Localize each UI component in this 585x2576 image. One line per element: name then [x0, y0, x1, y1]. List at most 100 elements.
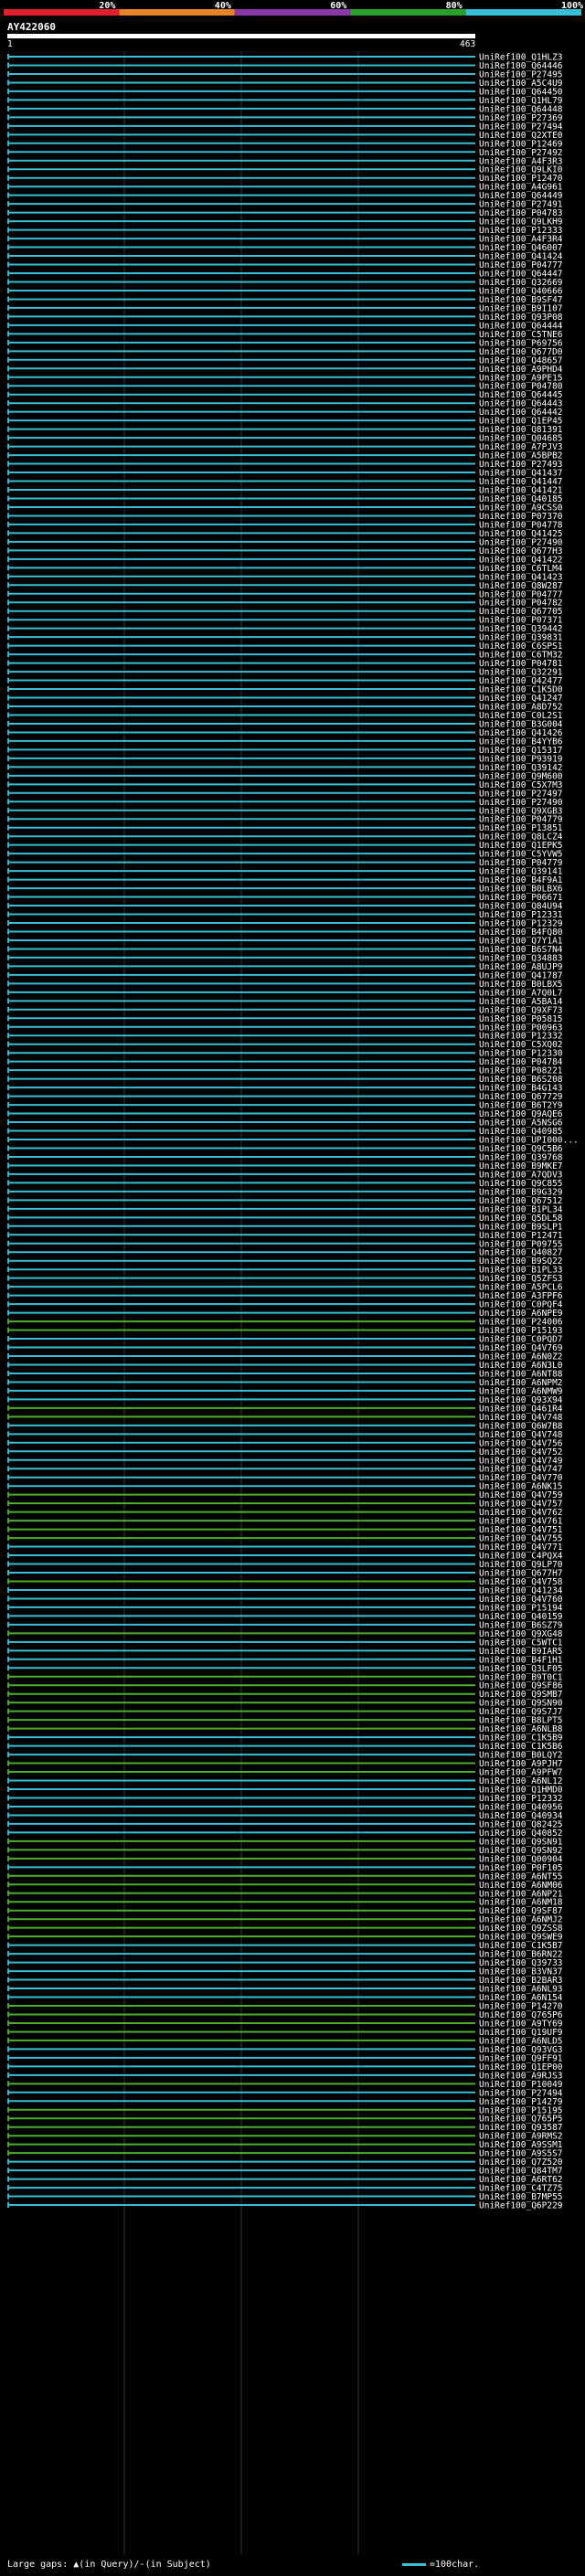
hit-label[interactable]: UniRef100_A9PHD4 [479, 365, 563, 375]
hit-row[interactable]: UniRef100_Q5ZFS3 [7, 1274, 563, 1284]
hit-label[interactable]: UniRef100_B9I107 [479, 303, 563, 313]
hit-row[interactable]: UniRef100_A6N0Z2 [7, 1352, 563, 1362]
hit-label[interactable]: UniRef100_Q93X94 [479, 1395, 563, 1405]
hit-row[interactable]: UniRef100_A4G961 [7, 183, 563, 193]
hit-row[interactable]: UniRef100_Q64447 [7, 270, 563, 280]
hit-label[interactable]: UniRef100_Q9ZSS8 [479, 1924, 563, 1934]
hit-label[interactable]: UniRef100_C4PQX4 [479, 1552, 563, 1562]
hit-label[interactable]: UniRef100_Q6W7B8 [479, 1421, 563, 1431]
hit-row[interactable]: UniRef100_A9RJS3 [7, 2071, 563, 2081]
hit-label[interactable]: UniRef100_Q677D0 [479, 347, 563, 357]
hit-label[interactable]: UniRef100_P09755 [479, 1239, 563, 1249]
hit-label[interactable]: UniRef100_Q7Y1A1 [479, 936, 563, 946]
hit-label[interactable]: UniRef100_B4FQ80 [479, 928, 563, 938]
hit-label[interactable]: UniRef100_P27494 [479, 2088, 563, 2098]
hit-row[interactable]: UniRef100_B9IAR5 [7, 1647, 563, 1657]
hit-row[interactable]: UniRef100_B6T2Y9 [7, 1101, 563, 1111]
hit-row[interactable]: UniRef100_Q9SWE9 [7, 1933, 563, 1943]
hit-row[interactable]: UniRef100_Q9SMB7 [7, 1690, 563, 1700]
hit-row[interactable]: UniRef100_Q4V755 [7, 1534, 563, 1544]
hit-label[interactable]: UniRef100_Q4V755 [479, 1534, 563, 1544]
hit-row[interactable]: UniRef100_A9PFW7 [7, 1768, 563, 1778]
hit-label[interactable]: UniRef100_A9RMS2 [479, 2132, 563, 2142]
hit-label[interactable]: UniRef100_P15194 [479, 1603, 563, 1613]
hit-label[interactable]: UniRef100_Q9M600 [479, 771, 563, 781]
hit-row[interactable]: UniRef100_Q9SN92 [7, 1846, 563, 1856]
hit-label[interactable]: UniRef100_P27369 [479, 113, 563, 123]
hit-row[interactable]: UniRef100_A5PCL6 [7, 1283, 563, 1293]
hit-row[interactable]: UniRef100_C5TNE6 [7, 330, 563, 340]
hit-label[interactable]: UniRef100_P13851 [479, 823, 563, 833]
hit-row[interactable]: UniRef100_A9CSS0 [7, 503, 563, 513]
hit-label[interactable]: UniRef100_Q4V770 [479, 1473, 563, 1483]
hit-label[interactable]: UniRef100_Q677H3 [479, 546, 563, 557]
hit-row[interactable]: UniRef100_B3G004 [7, 719, 563, 729]
hit-row[interactable]: UniRef100_P27493 [7, 460, 563, 470]
hit-label[interactable]: UniRef100_Q40956 [479, 1802, 563, 1812]
hit-label[interactable]: UniRef100_Q4V761 [479, 1517, 563, 1527]
hit-label[interactable]: UniRef100_P07370 [479, 512, 563, 522]
hit-label[interactable]: UniRef100_A9TY69 [479, 2019, 563, 2029]
hit-row[interactable]: UniRef100_P27369 [7, 113, 563, 123]
hit-label[interactable]: UniRef100_Q9SF86 [479, 1681, 563, 1691]
hit-label[interactable]: UniRef100_A6NM06 [479, 1881, 563, 1891]
hit-row[interactable]: UniRef100_Q48657 [7, 355, 563, 366]
hit-row[interactable]: UniRef100_B4F9A1 [7, 875, 563, 885]
hit-label[interactable]: UniRef100_B9SF47 [479, 295, 563, 305]
hit-label[interactable]: UniRef100_C1K5D0 [479, 685, 563, 695]
hit-label[interactable]: UniRef100_A4F3R3 [479, 156, 563, 166]
hit-row[interactable]: UniRef100_Q6P229 [7, 2201, 563, 2211]
hit-label[interactable]: UniRef100_P04778 [479, 520, 563, 530]
hit-label[interactable]: UniRef100_Q64444 [479, 321, 563, 331]
hit-label[interactable]: UniRef100_C6TM32 [479, 651, 563, 661]
hit-row[interactable]: UniRef100_Q40934 [7, 1811, 563, 1821]
hit-label[interactable]: UniRef100_B2BAR3 [479, 1976, 563, 1986]
hit-label[interactable]: UniRef100_Q41247 [479, 694, 563, 704]
hit-row[interactable]: UniRef100_Q64448 [7, 104, 563, 114]
hit-label[interactable]: UniRef100_Q1EP45 [479, 417, 563, 427]
hit-row[interactable]: UniRef100_Q677H7 [7, 1569, 563, 1579]
hit-row[interactable]: UniRef100_C1K5B6 [7, 1742, 563, 1752]
hit-label[interactable]: UniRef100_B0LQY2 [479, 1751, 563, 1761]
hit-label[interactable]: UniRef100_Q39142 [479, 763, 563, 773]
hit-label[interactable]: UniRef100_P27494 [479, 122, 563, 132]
hit-row[interactable]: UniRef100_P04777 [7, 260, 563, 270]
hit-row[interactable]: UniRef100_Q64446 [7, 61, 563, 71]
hit-row[interactable]: UniRef100_P27490 [7, 798, 563, 808]
hit-label[interactable]: UniRef100_Q1EPK5 [479, 841, 563, 851]
hit-label[interactable]: UniRef100_Q40934 [479, 1811, 563, 1821]
hit-row[interactable]: UniRef100_Q64443 [7, 399, 563, 409]
hit-label[interactable]: UniRef100_P12331 [479, 910, 563, 920]
hit-row[interactable]: UniRef100_P93919 [7, 754, 563, 764]
hit-row[interactable]: UniRef100_Q5DL58 [7, 1214, 563, 1224]
hit-label[interactable]: UniRef100_B0LBX5 [479, 980, 563, 990]
hit-label[interactable]: UniRef100_P27497 [479, 789, 563, 799]
hit-row[interactable]: UniRef100_Q64449 [7, 191, 563, 201]
hit-row[interactable]: UniRef100_Q677H3 [7, 546, 563, 557]
hit-row[interactable]: UniRef100_Q64450 [7, 87, 563, 97]
hit-label[interactable]: UniRef100_B9SQ22 [479, 1256, 563, 1267]
hit-label[interactable]: UniRef100_P04779 [479, 815, 563, 825]
hit-label[interactable]: UniRef100_Q41447 [479, 477, 563, 487]
hit-label[interactable]: UniRef100_B7MP55 [479, 2192, 563, 2202]
hit-row[interactable]: UniRef100_P04779 [7, 858, 563, 868]
hit-label[interactable]: UniRef100_Q9XF73 [479, 1005, 563, 1015]
hit-label[interactable]: UniRef100_Q64450 [479, 87, 563, 97]
hit-label[interactable]: UniRef100_A5BA14 [479, 997, 563, 1007]
hit-label[interactable]: UniRef100_P27492 [479, 148, 563, 158]
hit-label[interactable]: UniRef100_A6RT62 [479, 2175, 563, 2185]
hit-label[interactable]: UniRef100_Q81391 [479, 425, 563, 435]
hit-row[interactable]: UniRef100_Q9XF73 [7, 1005, 563, 1015]
hit-row[interactable]: UniRef100_Q4V770 [7, 1473, 563, 1483]
hit-row[interactable]: UniRef100_B9SLP1 [7, 1222, 563, 1232]
hit-label[interactable]: UniRef100_Q8W287 [479, 581, 563, 591]
hit-row[interactable]: UniRef100_P0F105 [7, 1863, 563, 1873]
hit-row[interactable]: UniRef100_Q4V759 [7, 1490, 563, 1500]
hit-label[interactable]: UniRef100_Q39831 [479, 633, 563, 643]
hit-label[interactable]: UniRef100_Q8LCZ4 [479, 832, 563, 843]
hit-row[interactable]: UniRef100_B0LBX5 [7, 980, 563, 990]
hit-label[interactable]: UniRef100_A5BPB2 [479, 451, 563, 461]
hit-label[interactable]: UniRef100_Q46007 [479, 243, 563, 253]
hit-row[interactable]: UniRef100_A9PJH7 [7, 1759, 563, 1769]
hit-row[interactable]: UniRef100_P15195 [7, 2105, 563, 2115]
